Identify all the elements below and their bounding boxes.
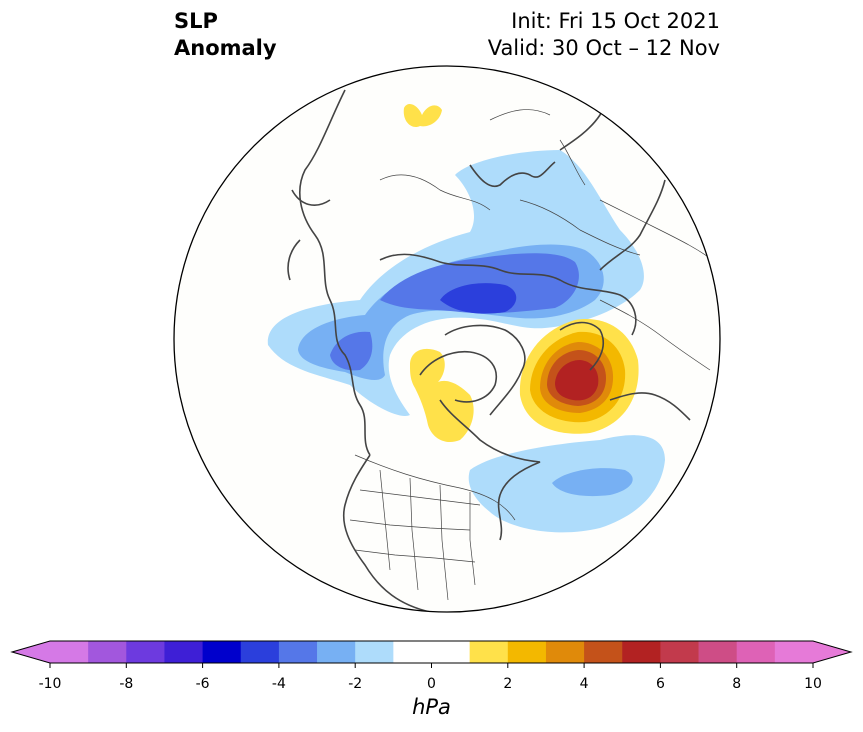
political-borders — [349, 109, 716, 601]
map-disc — [174, 66, 720, 612]
colorbar-tick-label: -8 — [119, 676, 133, 692]
colorbar-bin — [660, 641, 699, 663]
colorbar-tick-label: -2 — [348, 676, 362, 692]
colorbar-bin — [545, 641, 585, 663]
colorbar-bin — [240, 641, 280, 663]
colorbar-tick-label: 0 — [427, 676, 436, 692]
map-background — [174, 66, 720, 612]
map-boundary — [173, 65, 721, 613]
init-date: Init: Fri 15 Oct 2021 — [511, 9, 720, 33]
coastlines — [287, 74, 691, 612]
colorbar-tick-label: 2 — [503, 676, 512, 692]
title-anomaly: Anomaly — [174, 36, 277, 60]
polar-map — [173, 65, 721, 613]
colorbar: -10 -8 -6 -4 -2 0 2 4 6 8 10 — [10, 640, 853, 692]
positive-anomaly-siberia — [403, 104, 442, 128]
colorbar-ticks: -10 -8 -6 -4 -2 0 2 4 6 8 10 — [39, 663, 822, 692]
colorbar-bin — [126, 641, 165, 663]
colorbar-unit-label: hPa — [412, 695, 451, 719]
colorbar-bin — [202, 641, 242, 663]
colorbar-tick-label: 6 — [656, 676, 665, 692]
colorbar-bin — [164, 641, 203, 663]
colorbar-bin — [278, 641, 318, 663]
colorbar-bin — [317, 641, 356, 663]
colorbar-tick-label: -10 — [39, 676, 62, 692]
colorbar-bin — [507, 641, 547, 663]
colorbar-bin — [393, 641, 432, 663]
map-title-left: SLP Anomaly — [174, 8, 277, 62]
valid-dates: Valid: 30 Oct – 12 Nov — [487, 36, 720, 60]
colorbar-bin — [736, 641, 776, 663]
colorbar-bin — [774, 641, 814, 663]
colorbar-tick-label: 8 — [732, 676, 741, 692]
title-slp: SLP — [174, 9, 218, 33]
negative-anomaly-arctic — [267, 150, 644, 416]
colorbar-extend-min — [12, 641, 50, 663]
colorbar-tick-label: 10 — [804, 676, 822, 692]
map-title-right: Init: Fri 15 Oct 2021 Valid: 30 Oct – 12… — [488, 8, 720, 62]
colorbar-bin — [584, 641, 623, 663]
colorbar-bin — [355, 641, 394, 663]
colorbar-bin — [469, 641, 509, 663]
colorbar-bin — [50, 641, 89, 663]
colorbar-bin — [698, 641, 738, 663]
colorbar-tick-label: -4 — [272, 676, 286, 692]
colorbar-bin — [622, 641, 661, 663]
negative-anomaly-atlantic — [468, 435, 665, 533]
colorbar-extend-max — [813, 641, 851, 663]
colorbar-bin — [431, 641, 471, 663]
colorbar-tick-label: 4 — [580, 676, 589, 692]
colorbar-tick-label: -6 — [196, 676, 210, 692]
colorbar-segments — [10, 640, 853, 664]
colorbar-bin — [88, 641, 127, 663]
